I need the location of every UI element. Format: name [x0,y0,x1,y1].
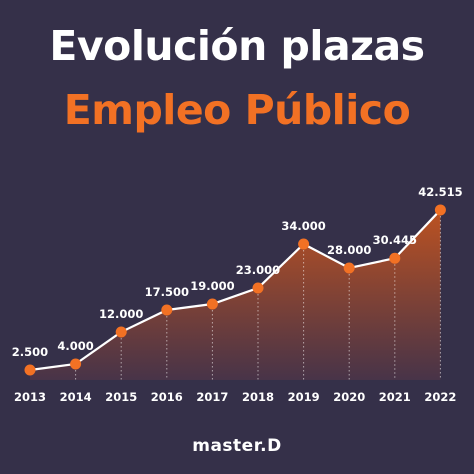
data-point-2020 [343,262,355,274]
value-label-2021: 30.445 [373,233,417,247]
value-label-2022: 42.515 [418,185,462,199]
x-tick-label-2016: 2016 [151,390,183,404]
x-tick-label-2018: 2018 [242,390,274,404]
x-tick-label-2022: 2022 [424,390,456,404]
data-point-2014 [70,358,82,370]
value-label-2014: 4.000 [57,339,93,353]
x-tick-label-2014: 2014 [60,390,92,404]
value-label-2013: 2.500 [12,345,48,359]
series-line [29,209,442,372]
data-point-2017 [206,298,218,310]
x-tick-label-2015: 2015 [105,390,137,404]
value-label-2019: 34.000 [281,219,325,233]
value-label-2016: 17.500 [145,285,189,299]
x-tick-label-2019: 2019 [288,390,320,404]
area-fill [30,209,441,380]
data-point-2015 [115,326,127,338]
x-tick-label-2013: 2013 [14,390,46,404]
data-point-2013 [24,364,36,376]
value-label-2018: 23.000 [236,263,280,277]
data-point-2022 [434,204,446,216]
value-label-2020: 28.000 [327,243,371,257]
brand-logo: master.D [192,436,282,456]
data-point-2019 [298,238,310,250]
chart-title-line-2: Empleo Público [63,86,411,134]
x-tick-label-2021: 2021 [379,390,411,404]
data-point-2018 [252,282,264,294]
data-point-2021 [389,252,401,264]
data-point-2016 [161,304,173,316]
x-tick-label-2020: 2020 [333,390,365,404]
chart-title-line-1: Evolución plazas [49,22,425,70]
x-tick-label-2017: 2017 [196,390,228,404]
value-label-2017: 19.000 [190,279,234,293]
value-label-2015: 12.000 [99,307,143,321]
